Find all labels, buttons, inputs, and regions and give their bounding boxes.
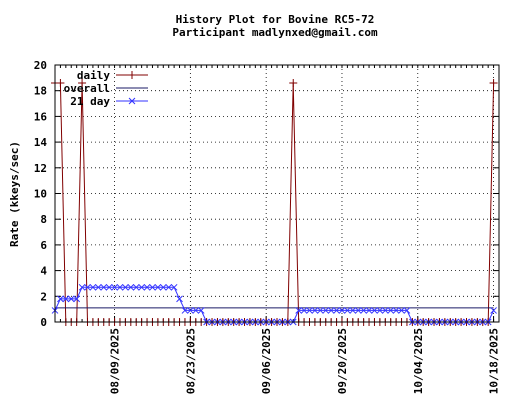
- 21-day-point: [100, 283, 108, 291]
- 21-day-point: [295, 307, 303, 314]
- 21-day-point: [105, 283, 113, 291]
- 21-day-point: [381, 307, 389, 314]
- 21-day-point: [316, 307, 324, 314]
- 21-day-point: [181, 307, 189, 314]
- 21-day-point: [143, 283, 151, 291]
- y-tick-label: 16: [34, 110, 48, 123]
- 21-day-point: [349, 307, 357, 314]
- 21-day-point: [300, 307, 308, 314]
- 21-day-point: [73, 295, 81, 303]
- 21-day-point: [392, 307, 400, 314]
- daily-point: [289, 78, 298, 87]
- daily-point: [56, 78, 65, 87]
- 21-day-point: [490, 307, 497, 314]
- 21-day-point: [176, 295, 183, 303]
- 21-day-point: [57, 295, 64, 303]
- y-tick-label: 6: [40, 239, 47, 252]
- y-tick-label: 4: [40, 265, 47, 278]
- 21-day-point: [94, 283, 102, 291]
- y-tick-label: 8: [40, 213, 47, 226]
- 21-day-point: [170, 283, 178, 291]
- 21-day-point: [154, 283, 162, 291]
- x-tick-label: 10/18/2025: [488, 328, 501, 394]
- x-tick-label: 09/06/2025: [260, 328, 273, 394]
- 21-day-point: [132, 283, 140, 291]
- 21-day-point: [398, 307, 405, 314]
- 21-day-point: [128, 97, 136, 105]
- 21-day-point: [187, 307, 194, 314]
- legend-label-daily: daily: [77, 69, 110, 82]
- 21-day-point: [78, 283, 86, 291]
- 21-day-point: [197, 307, 205, 314]
- 21-day-point: [127, 283, 135, 291]
- 21-day-point: [67, 295, 75, 303]
- x-tick-label: 08/23/2025: [184, 328, 197, 394]
- 21-day-point: [311, 307, 319, 314]
- y-tick-label: 10: [34, 188, 47, 201]
- x-tick-label: 08/09/2025: [109, 328, 122, 394]
- 21-day-point: [149, 283, 156, 291]
- 21-day-point: [338, 307, 346, 314]
- 21-day-point: [165, 283, 173, 291]
- 21-day-point: [376, 307, 384, 314]
- 21-day-point: [116, 283, 124, 291]
- 21-day-series: [51, 283, 497, 326]
- y-tick-label: 0: [40, 316, 47, 329]
- 21-day-point: [322, 307, 330, 314]
- y-tick-label: 18: [34, 85, 47, 98]
- y-tick-label: 20: [34, 59, 47, 72]
- legend-label-21-day: 21 day: [70, 95, 110, 108]
- 21-day-point: [138, 283, 145, 291]
- x-tick-label: 10/04/2025: [412, 328, 425, 394]
- daily-point: [78, 78, 87, 87]
- 21-day-point: [371, 307, 378, 314]
- y-axis-label: Rate (kkeys/sec): [8, 141, 21, 247]
- chart-subtitle: Participant madlynxed@gmail.com: [172, 26, 378, 39]
- y-tick-label: 2: [40, 290, 47, 303]
- 21-day-point: [360, 307, 367, 314]
- daily-point: [128, 71, 136, 79]
- 21-day-point: [365, 307, 373, 314]
- 21-day-point: [354, 307, 362, 314]
- 21-day-point: [159, 283, 167, 291]
- 21-day-point: [387, 307, 395, 314]
- x-tick-label: 09/20/2025: [336, 328, 349, 394]
- y-tick-label: 14: [34, 136, 48, 149]
- 21-day-point: [122, 283, 129, 291]
- 21-day-point: [344, 307, 351, 314]
- 21-day-point: [333, 307, 340, 314]
- 21-day-point: [111, 283, 118, 291]
- y-tick-label: 12: [34, 162, 47, 175]
- 21-day-point: [192, 307, 200, 314]
- legend-label-overall: overall: [64, 82, 110, 95]
- plot-border: [54, 64, 500, 323]
- 21-day-point: [62, 295, 70, 303]
- grid: [55, 65, 499, 322]
- 21-day-point: [89, 283, 97, 291]
- daily-point: [489, 78, 498, 87]
- 21-day-point: [306, 307, 313, 314]
- series-layer: [51, 78, 498, 326]
- 21-day-point: [403, 307, 411, 314]
- chart-title: History Plot for Bovine RC5-72: [176, 13, 375, 26]
- 21-day-point: [84, 283, 91, 291]
- 21-day-point: [327, 307, 335, 314]
- 21-day-line: [54, 286, 495, 323]
- axis-ticks: 0 2 4 6 8 10 12 14 16 18 20 08/09/2025 08/23/2025 09/…: [34, 59, 501, 394]
